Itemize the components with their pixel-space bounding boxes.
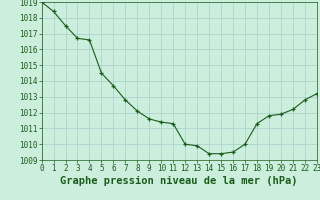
X-axis label: Graphe pression niveau de la mer (hPa): Graphe pression niveau de la mer (hPa) [60,176,298,186]
